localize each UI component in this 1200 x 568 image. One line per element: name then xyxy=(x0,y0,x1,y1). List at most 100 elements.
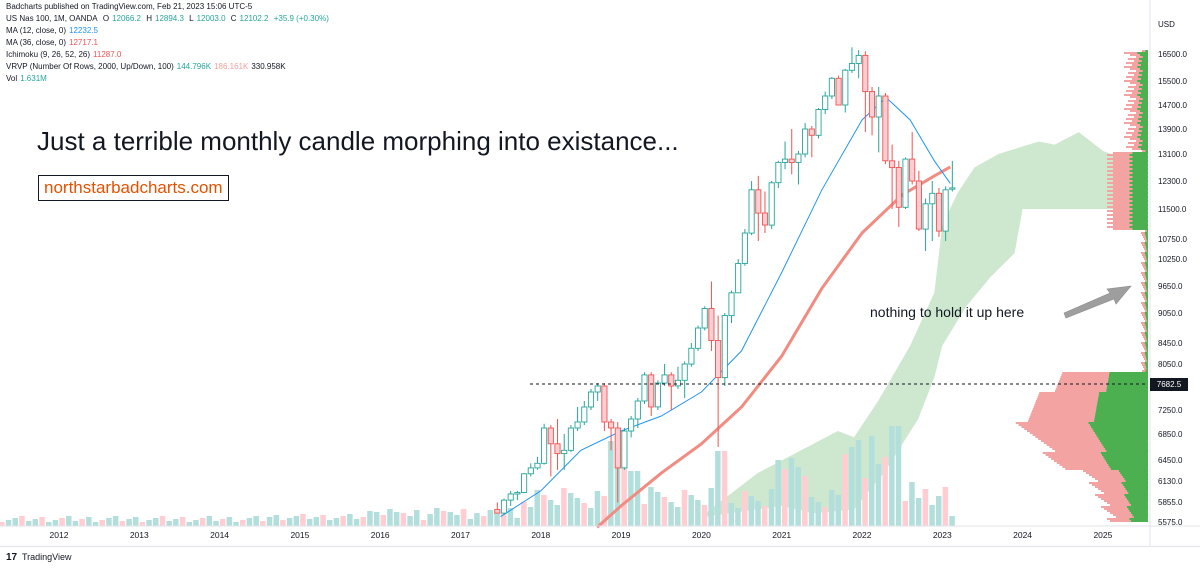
candle-body xyxy=(721,315,728,379)
volume-bar xyxy=(681,490,688,526)
volume-bar xyxy=(32,519,39,526)
volume-profile-down xyxy=(1142,150,1146,152)
volume-profile-down xyxy=(1141,332,1145,334)
volume-profile-up xyxy=(1091,426,1148,428)
low-value: 12003.0 xyxy=(196,14,226,23)
volume-profile-up xyxy=(1145,266,1149,268)
volume-bar xyxy=(889,426,895,526)
volume-bar xyxy=(25,521,32,526)
candle-body xyxy=(895,167,902,208)
candle-body xyxy=(848,63,856,71)
volume-bar xyxy=(849,447,855,526)
currency-label: USD xyxy=(1158,20,1175,29)
volume-profile-up xyxy=(1140,64,1148,66)
volume-profile-up xyxy=(1122,484,1148,486)
volume-profile-down xyxy=(1141,282,1145,284)
volume-profile-down xyxy=(1101,506,1127,508)
volume-profile-down xyxy=(1130,124,1140,126)
volume-profile-down xyxy=(1029,416,1095,418)
volume-profile-up xyxy=(1133,516,1148,518)
volume-bar xyxy=(514,518,520,526)
volume-profile-down xyxy=(1107,154,1130,156)
volume-profile-down xyxy=(1142,324,1146,326)
x-tick-label: 2024 xyxy=(1013,530,1032,540)
volume-bar xyxy=(668,502,674,526)
volume-profile-down xyxy=(1132,106,1141,108)
volume-profile-down xyxy=(1143,306,1146,308)
volume-profile-up xyxy=(1130,504,1148,506)
volume-profile-down xyxy=(1032,434,1097,436)
vrvp-line[interactable]: VRVP (Number Of Rows, 2000, Up/Down, 100… xyxy=(6,62,286,71)
volume-profile-up xyxy=(1132,156,1149,158)
volume-profile-up xyxy=(1110,468,1148,470)
volume-profile-up xyxy=(1095,414,1148,416)
volume-profile-down xyxy=(1144,328,1147,330)
y-tick-label: 9050.0 xyxy=(1158,309,1183,318)
volume-bar xyxy=(420,520,427,526)
volume-profile-up xyxy=(1139,96,1148,98)
volume-profile-up xyxy=(1146,290,1149,292)
volume-profile-up xyxy=(1138,104,1148,106)
ma36-line[interactable]: MA (36, close, 0) 12717.1 xyxy=(6,38,98,47)
volume-profile-down xyxy=(1144,298,1147,300)
volume-profile-up xyxy=(1146,238,1148,240)
candle-body xyxy=(587,391,595,408)
volume-profile-up xyxy=(1132,228,1149,230)
volume-profile-down xyxy=(1065,468,1111,470)
volume-profile-down xyxy=(1145,330,1147,332)
volume-profile-down xyxy=(1107,166,1130,168)
volume-profile-up xyxy=(1124,478,1149,480)
symbol-ohlc-line: US Nas 100, 1M, OANDA O 12066.2 H 12894.3 … xyxy=(6,14,329,23)
volume-profile-up xyxy=(1132,168,1149,170)
change-value: +35.9 (+0.30%) xyxy=(273,14,329,23)
symbol-label: US Nas 100, 1M, OANDA xyxy=(6,14,98,23)
volume-profile-down xyxy=(1126,118,1139,120)
volume-profile-up xyxy=(1141,88,1148,90)
volume-profile-up xyxy=(1108,380,1149,382)
volume-profile-down xyxy=(1143,346,1146,348)
volume-profile-down xyxy=(1107,190,1130,192)
volume-profile-up xyxy=(1132,204,1149,206)
y-tick-label: 6450.0 xyxy=(1158,456,1183,465)
volume-bar xyxy=(634,471,641,526)
volume-bar xyxy=(882,457,888,526)
ma12-line[interactable]: MA (12, close, 0) 12232.5 xyxy=(6,26,98,35)
x-tick-label: 2016 xyxy=(371,530,390,540)
x-tick-label: 2019 xyxy=(612,530,631,540)
volume-bar xyxy=(648,487,654,526)
volume-bar xyxy=(808,497,815,526)
volume-profile-down xyxy=(1061,374,1109,376)
volume-profile-down xyxy=(1141,272,1145,274)
candle-body xyxy=(748,189,755,234)
volume-profile-up xyxy=(1132,200,1149,202)
volume-profile-down xyxy=(1126,90,1139,92)
volume-profile-down xyxy=(1060,376,1109,378)
candle-body xyxy=(534,462,541,469)
candle-body xyxy=(761,212,769,226)
ichimoku-line[interactable]: Ichimoku (9, 26, 52, 26) 11287.0 xyxy=(6,50,122,59)
volume-profile-up xyxy=(1146,288,1148,290)
volume-profile-up xyxy=(1141,116,1148,118)
volume-bar xyxy=(521,502,527,526)
volume-profile-down xyxy=(1132,78,1141,80)
volume-profile-up xyxy=(1141,102,1148,104)
volume-profile-up xyxy=(1128,508,1148,510)
volume-profile-down xyxy=(1113,212,1133,214)
y-tick-label: 12300.0 xyxy=(1158,177,1187,186)
candle-body xyxy=(614,427,621,469)
vol-line[interactable]: Vol 1.631M xyxy=(6,74,47,83)
volume-profile-down xyxy=(1041,440,1100,442)
volume-profile-up xyxy=(1137,136,1148,138)
volume-profile-down xyxy=(1142,354,1146,356)
volume-profile-up xyxy=(1140,148,1148,150)
volume-profile-up xyxy=(1104,458,1148,460)
volume-profile-down xyxy=(1128,72,1139,74)
volume-profile-up xyxy=(1129,518,1148,520)
volume-profile-down xyxy=(1126,104,1139,106)
close-value: 12102.2 xyxy=(239,14,269,23)
volume-profile-down xyxy=(1142,304,1146,306)
volume-profile-up xyxy=(1096,404,1148,406)
volume-profile-up xyxy=(1138,118,1148,120)
volume-profile-down xyxy=(1056,386,1107,388)
